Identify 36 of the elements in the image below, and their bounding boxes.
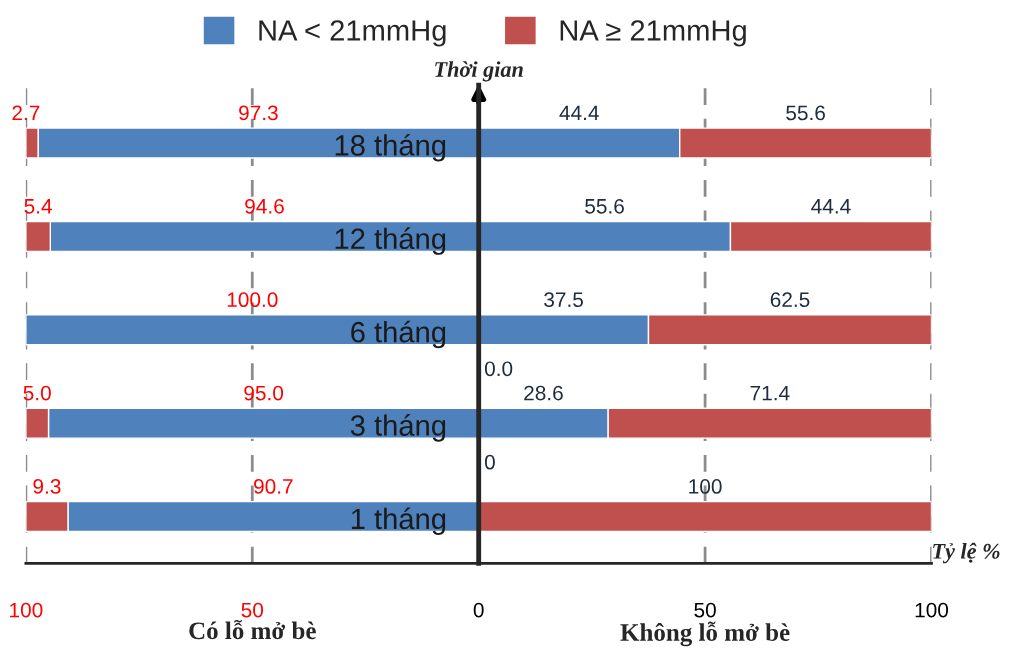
data-label: 55.6	[786, 105, 825, 121]
data-label: 9.3	[33, 479, 61, 494]
data-label: 97.3	[239, 105, 278, 121]
x-axis-title: Có lỗ mở bè	[189, 619, 316, 640]
annotation: 0	[484, 454, 495, 470]
y-tick-label: 6 tháng	[351, 320, 446, 349]
data-label: 100.0	[227, 292, 278, 308]
x-tick-label: 50	[694, 602, 716, 618]
data-label: 95.0	[244, 385, 284, 401]
x-tick-label: 0	[473, 602, 484, 618]
data-label: 5.4	[24, 199, 52, 214]
data-label: 100	[689, 479, 722, 494]
data-label: 28.6	[524, 385, 563, 401]
data-label: 2.7	[12, 105, 40, 121]
annotation: 0.0	[484, 361, 513, 377]
text: Tỷ lệ %	[933, 542, 1000, 564]
x-tick-label: 100	[10, 602, 43, 618]
data-label: 55.6	[585, 198, 624, 214]
data-label: 90.7	[254, 479, 293, 494]
y-tick-label: 3 tháng	[350, 414, 446, 442]
x-tick-label: 100	[915, 602, 949, 618]
data-label: 44.4	[559, 105, 599, 121]
legend-label: NA ≥ 21mmHg	[560, 20, 746, 47]
y-tick-label: 12 tháng	[335, 227, 446, 255]
data-label: 94.6	[245, 198, 284, 214]
data-label: 71.4	[750, 385, 790, 401]
x-tick-label: 50	[241, 602, 264, 618]
y-tick-label: 1 tháng	[351, 507, 446, 536]
y-axis-title: Thời gian	[435, 61, 523, 82]
legend-label: NA < 21mmHg	[259, 20, 446, 47]
data-label: 62.5	[770, 292, 810, 308]
data-label: 37.5	[544, 292, 583, 308]
data-label: 44.4	[811, 199, 851, 214]
x-axis-title: Không lỗ mở bè	[620, 621, 790, 647]
data-label: 5.0	[23, 385, 51, 401]
y-tick-label: 18 tháng	[335, 133, 446, 162]
